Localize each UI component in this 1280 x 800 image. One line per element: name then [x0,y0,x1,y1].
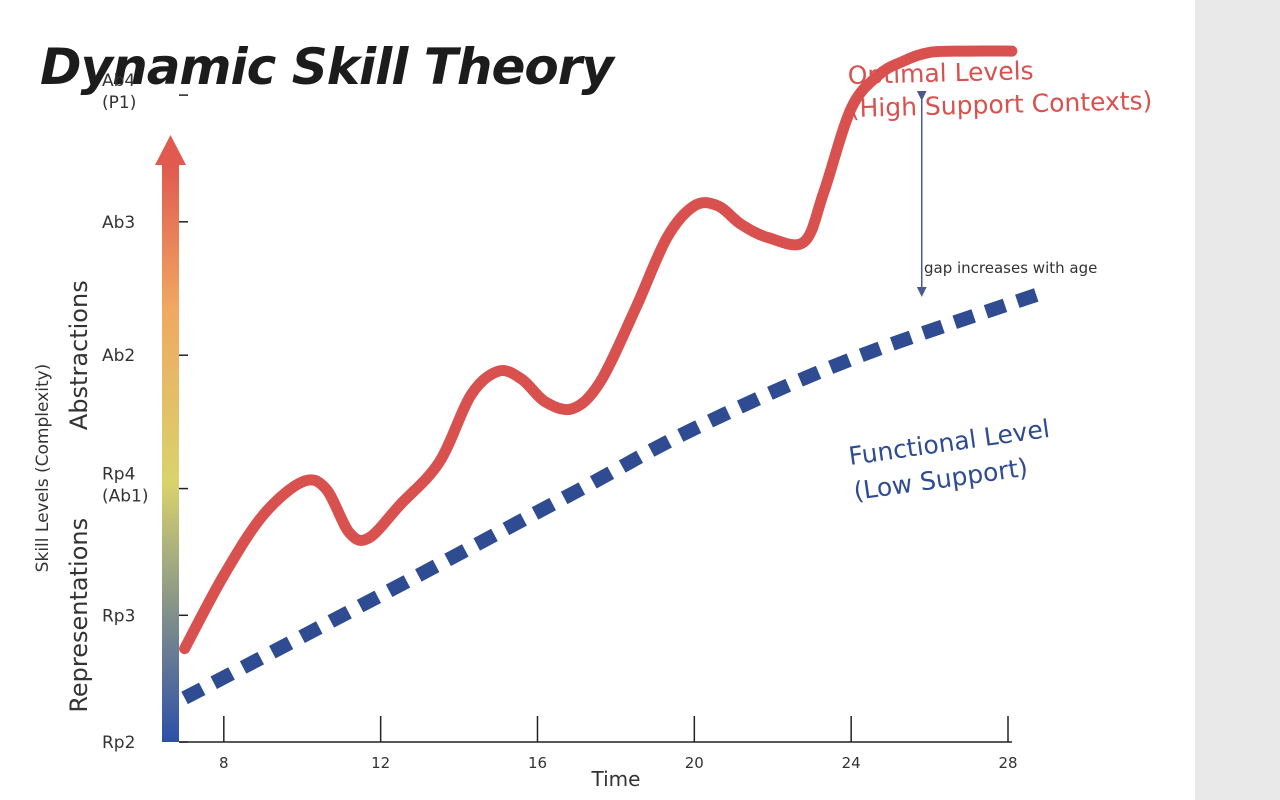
y-axis-title: Skill Levels (Complexity) [33,364,53,573]
y-group-label: Abstractions [65,280,93,430]
axes-layer: 8 12 16 20 24 28 Time Rp2 Rp3 Rp4(Ab1) Ab2 Ab3 Ab4(P… [33,71,1018,791]
y-axis-bar [162,165,179,742]
y-tick-label: Rp3 [102,606,135,626]
x-tick-label: 8 [219,754,229,772]
y-tick-label: Rp4 [102,465,135,485]
gap-annotation: gap increases with age [924,259,1097,277]
functional-level-line [181,285,1046,705]
y-tick-label: Ab3 [102,213,135,233]
y-tick-label: Ab4 [102,71,135,91]
x-tick-label: 16 [528,754,547,772]
y-tick-label: (P1) [102,93,136,113]
x-tick-label: 24 [842,754,861,772]
optimal-levels-line [179,45,1018,655]
x-axis-title: Time [591,767,641,791]
y-axis-arrow-head [155,135,186,165]
y-tick-label: Ab2 [102,346,135,366]
slide: Dynamic Skill Theory 8 12 16 20 24 28 Time Rp2 R… [0,0,1195,800]
x-tick-label: 28 [998,754,1017,772]
series-layer [179,45,1046,705]
y-group-label: Representations [65,518,93,713]
y-tick-label: Rp2 [102,733,135,753]
x-tick-label: 20 [685,754,704,772]
y-tick-label: (Ab1) [102,487,149,507]
optimal-levels-label: (High Support Contexts) [849,86,1152,123]
skill-chart: 8 12 16 20 24 28 Time Rp2 Rp3 Rp4(Ab1) Ab2 Ab3 Ab4(P… [33,45,1153,791]
optimal-levels-label: Optimal Levels [847,56,1034,90]
chart-title: Dynamic Skill Theory [40,38,614,96]
text-layer: Optimal Levels(High Support Contexts)Fun… [847,56,1153,506]
x-tick-label: 12 [371,754,390,772]
